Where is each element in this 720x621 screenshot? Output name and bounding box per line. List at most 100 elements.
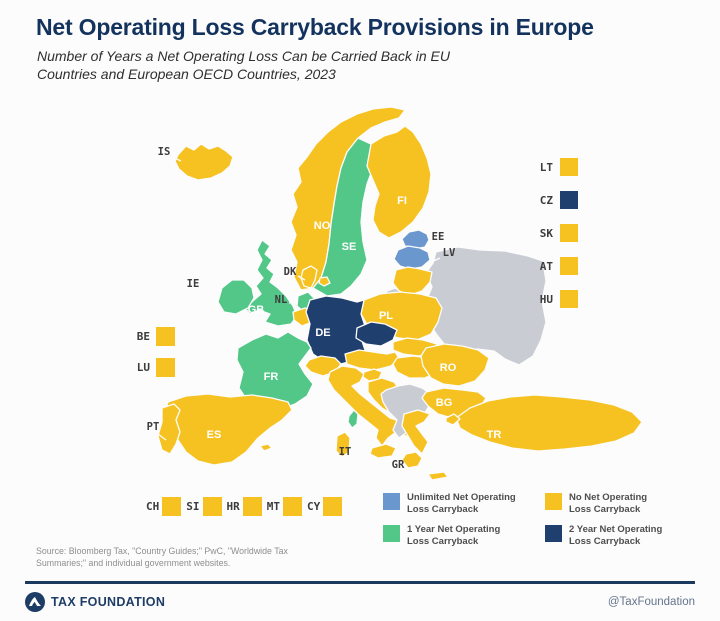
- swatch-row-CY: CY: [307, 497, 343, 516]
- country-DE: [305, 295, 366, 365]
- map-label-FR: FR: [264, 371, 279, 383]
- swatch-label-AT: AT: [539, 259, 553, 273]
- swatch-row-HR: HR: [227, 497, 262, 516]
- swatch-label-SK: SK: [539, 226, 553, 240]
- swatch-row-BE: BE: [124, 327, 175, 346]
- country-GR: [401, 409, 431, 455]
- swatch-label-HU: HU: [539, 292, 553, 306]
- legend-label-two_year: 2 Year Net Operating Loss Carryback: [569, 523, 663, 547]
- legend-item-no_carryback: No Net Operating Loss Carryback: [545, 492, 707, 516]
- swatch-label-MT: MT: [266, 500, 280, 513]
- taxfoundation-logo: [25, 592, 45, 612]
- swatch-box-LT: [560, 158, 578, 176]
- country-LV: [393, 245, 431, 270]
- swatch-row-SI: SI: [186, 497, 222, 516]
- map-label-GB: GB: [248, 304, 265, 316]
- swatch-row-AT: AT: [520, 257, 578, 275]
- swatch-label-HR: HR: [226, 500, 240, 513]
- swatch-row-LT: LT: [520, 158, 578, 176]
- page-title: Net Operating Loss Carryback Provisions …: [36, 14, 594, 40]
- legend-swatch-one_year: [383, 524, 400, 542]
- swatch-label-LT: LT: [539, 160, 553, 174]
- map-label-LV: LV: [443, 247, 456, 259]
- callout-line-IS: [171, 156, 182, 162]
- legend-label-no_carryback: No Net Operating Loss Carryback: [569, 492, 648, 515]
- swatch-box-AT: [560, 257, 578, 275]
- callout-line-DK: [297, 275, 306, 281]
- page-subtitle: Number of Years a Net Operating Loss Can…: [37, 47, 597, 84]
- swatch-row-CZ: CZ: [520, 191, 578, 209]
- map-label-BG: BG: [436, 397, 453, 409]
- country-GB: [244, 239, 298, 327]
- country-TR-thrace: [445, 413, 461, 426]
- swatch-label-CZ: CZ: [539, 193, 553, 207]
- source-note: Source: Bloomberg Tax, "Country Guides;"…: [36, 545, 288, 570]
- country-GR-crete: [427, 471, 449, 481]
- country-FI: [366, 125, 432, 239]
- swatch-row-CH: CH: [146, 497, 182, 516]
- country-IS: [174, 143, 234, 181]
- map-legend: Unlimited Net Operating Loss Carryback No …: [383, 492, 707, 548]
- country-PT: [157, 403, 181, 455]
- taxfoundation-brand: TAX FOUNDATION: [25, 592, 165, 612]
- swatch-box-MT: [283, 497, 302, 516]
- swatch-label-CY: CY: [307, 500, 321, 513]
- country-IE: [217, 279, 255, 315]
- swatch-row-SK: SK: [520, 224, 578, 242]
- country-CZ: [355, 321, 398, 347]
- callout-line-PT: [157, 433, 167, 441]
- legend-label-one_year: 1 Year Net Operating Loss Carryback: [407, 523, 501, 547]
- map-label-GR: GR: [392, 459, 405, 471]
- map-label-TR: TR: [487, 429, 502, 441]
- map-label-ES: ES: [207, 429, 222, 441]
- legend-swatch-unlimited: [383, 493, 400, 510]
- swatch-box-HU: [560, 290, 578, 308]
- legend-swatch-no_carryback: [545, 493, 562, 510]
- map-label-FI: FI: [397, 195, 407, 207]
- right-country-swatches: LT CZ SK AT HU: [520, 158, 578, 308]
- country-ES: [163, 393, 293, 466]
- map-label-IS: IS: [158, 146, 171, 158]
- map-svg: NO SE FI GB DE PL FR ES RO BG TR IS IE DK NL EE LV PT IT GR: [147, 106, 643, 481]
- country-IT-sicily: [369, 443, 397, 459]
- twitter-handle: @TaxFoundation: [607, 596, 695, 608]
- country-ES-balearics: [259, 443, 273, 452]
- callout-line-LV: [428, 257, 441, 264]
- map-label-SE: SE: [342, 241, 357, 253]
- swatch-box-CZ: [560, 191, 578, 209]
- bottom-country-swatches: CH SI HR MT CY: [146, 497, 343, 516]
- swatch-label-SI: SI: [186, 500, 200, 513]
- legend-item-two_year: 2 Year Net Operating Loss Carryback: [545, 524, 707, 548]
- swatch-row-HU: HU: [520, 290, 578, 308]
- swatch-label-CH: CH: [146, 500, 160, 513]
- swatch-box-HR: [242, 497, 262, 516]
- swatch-box-CH: [162, 497, 182, 516]
- brand-text: TAX FOUNDATION: [51, 595, 166, 609]
- map-label-EE: EE: [432, 231, 445, 243]
- swatch-box-BE: [156, 327, 175, 346]
- country-DK: [300, 265, 318, 289]
- country-FR: [236, 331, 314, 411]
- legend-item-one_year: 1 Year Net Operating Loss Carryback: [383, 524, 545, 548]
- map-label-RO: RO: [440, 362, 457, 374]
- legend-item-unlimited: Unlimited Net Operating Loss Carryback: [383, 492, 545, 516]
- map-label-IE: IE: [187, 278, 200, 290]
- map-label-IT: IT: [339, 446, 352, 458]
- swatch-row-LU: LU: [124, 358, 175, 377]
- map-label-DK: DK: [284, 266, 297, 278]
- left-country-swatches: BE LU: [124, 327, 175, 377]
- footer-divider: [25, 581, 695, 584]
- map-label-PT: PT: [147, 421, 160, 433]
- country-GR-peloponnese: [401, 451, 423, 469]
- legend-swatch-two_year: [545, 524, 562, 542]
- footer: TAX FOUNDATION @TaxFoundation: [25, 589, 695, 615]
- map-label-PL: PL: [379, 310, 393, 322]
- source-line1: Source: Bloomberg Tax, "Country Guides;"…: [36, 546, 288, 556]
- country-DK-island: [318, 276, 331, 287]
- swatch-row-MT: MT: [267, 497, 302, 516]
- country-RO: [420, 343, 490, 387]
- europe-choropleth-map: NO SE FI GB DE PL FR ES RO BG TR IS IE DK NL EE LV PT IT GR: [0, 100, 720, 495]
- swatch-box-SK: [560, 224, 578, 242]
- swatch-label-LU: LU: [136, 361, 150, 374]
